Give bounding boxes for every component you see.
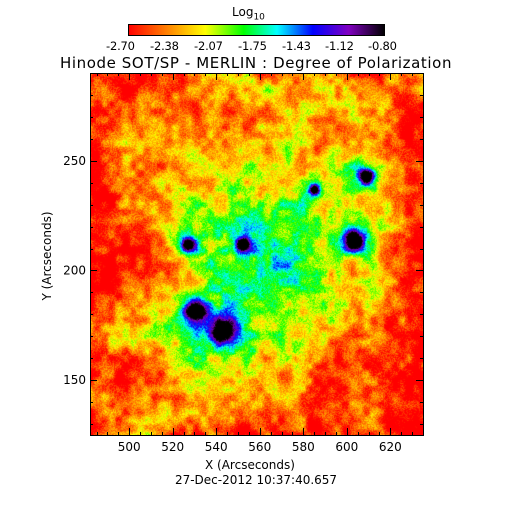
y-tick-label: 250 xyxy=(63,154,86,168)
y-tick-label: 200 xyxy=(63,263,86,277)
colorbar-label-subscript: 10 xyxy=(253,12,265,23)
x-tick-label: 600 xyxy=(335,440,358,454)
colorbar-tick-1: -2.38 xyxy=(150,39,179,53)
colorbar-tick-5: -1.12 xyxy=(325,39,354,53)
y-axis-label: Y (Arcseconds) xyxy=(40,211,54,301)
colorbar-label-base: Log xyxy=(232,5,254,19)
x-tick-label: 560 xyxy=(248,440,271,454)
colorbar-gradient xyxy=(128,24,385,36)
colorbar-tick-2: -2.07 xyxy=(194,39,223,53)
colorbar-label: Log10 xyxy=(232,5,265,22)
x-tick-label: 580 xyxy=(292,440,315,454)
colorbar-tick-6: -0.80 xyxy=(368,39,397,53)
y-tick-label: 150 xyxy=(63,373,86,387)
heatmap-canvas xyxy=(90,73,423,435)
x-tick-label: 500 xyxy=(118,440,141,454)
x-tick-label: 620 xyxy=(379,440,402,454)
x-tick-label: 540 xyxy=(205,440,228,454)
timestamp: 27-Dec-2012 10:37:40.657 xyxy=(174,473,338,487)
chart-title: Hinode SOT/SP - MERLIN : Degree of Polar… xyxy=(59,54,453,72)
x-axis-label: X (Arcseconds) xyxy=(205,458,295,472)
colorbar-tick-0: -2.70 xyxy=(106,39,135,53)
colorbar-tick-3: -1.75 xyxy=(238,39,267,53)
plot-frame xyxy=(90,73,424,436)
colorbar-tick-4: -1.43 xyxy=(282,39,311,53)
colorbar xyxy=(128,24,385,36)
x-tick-label: 520 xyxy=(161,440,184,454)
